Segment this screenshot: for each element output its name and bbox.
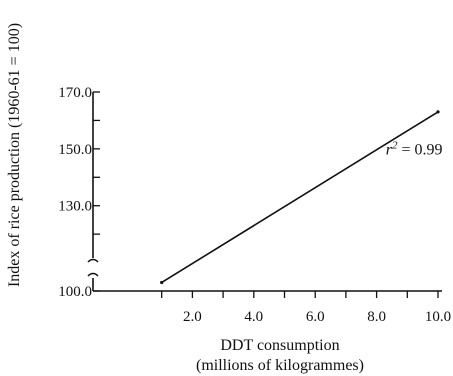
y-axis-title: Index of rice production (1960-61 = 100) bbox=[6, 23, 23, 287]
y-tick-label: 170.0 bbox=[58, 85, 92, 101]
x-axis-title: DDT consumption bbox=[220, 337, 339, 354]
series-line bbox=[161, 111, 439, 284]
x-tick-label: 6.0 bbox=[306, 309, 325, 325]
x-tick-label: 10.0 bbox=[425, 309, 451, 325]
series-point bbox=[160, 280, 164, 285]
x-tick-label: 4.0 bbox=[244, 309, 263, 325]
y-axis-break-mark-upper bbox=[87, 258, 99, 263]
plot-area: 2.0 4.0 6.0 8.0 10.0 100.0 130.0 150.0 170.0 bbox=[58, 85, 451, 325]
x-tick-label: 2.0 bbox=[183, 309, 202, 325]
r-squared-superscript: 2 bbox=[392, 140, 398, 152]
y-tick-label: 100.0 bbox=[58, 284, 92, 300]
y-axis-break-mark-lower bbox=[87, 272, 99, 277]
series-point bbox=[436, 110, 440, 114]
y-tick-label: 130.0 bbox=[58, 199, 92, 215]
x-tick-label: 8.0 bbox=[367, 309, 386, 325]
r-squared-annotation: r2 = 0.99 bbox=[386, 140, 443, 159]
x-axis-subtitle: (millions of kilogrammes) bbox=[196, 357, 364, 374]
r-squared-r: r bbox=[386, 142, 393, 159]
r-squared-value: = 0.99 bbox=[398, 142, 443, 159]
y-tick-label: 150.0 bbox=[58, 142, 92, 158]
